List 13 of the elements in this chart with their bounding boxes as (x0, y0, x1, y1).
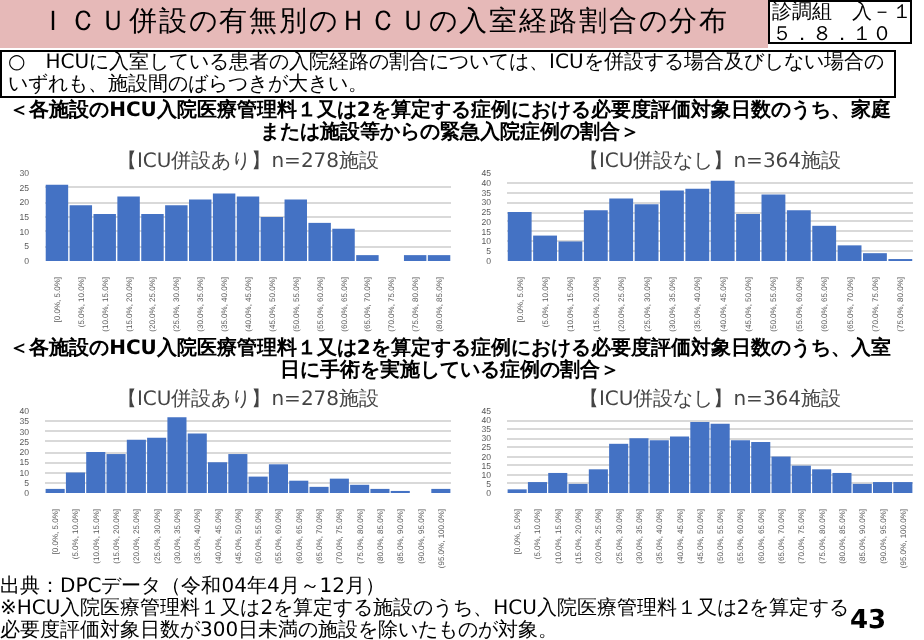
chart-title: 【ICU併設あり】n=278施設 (116, 387, 380, 411)
text: ＩＣＵ併設の有無別のＨＣＵの入室経路割合の分布 (39, 6, 729, 39)
text: ○ HCUに入室している患者の入院経路の割合については、ICUを併設する場合及びしない場合のいずれも、施設間のばらつきが大きい。 (8, 52, 886, 96)
chart-title: 【ICU併設あり】n=278施設 (116, 149, 380, 173)
chart-title: 【ICU併設なし】n=364施設 (578, 387, 842, 411)
chart-title: 【ICU併設なし】n=364施設 (578, 149, 842, 173)
chart-subtitle: ＜各施設のHCU入院医療管理料１又は2を算定する症例における必要度評価対象日数のうち、家庭または施設等からの緊急入院症例の割合＞ (7, 100, 893, 144)
chart-subtitle: ＜各施設のHCU入院医療管理料１又は2を算定する症例における必要度評価対象日数のうち、入室日に手術を実施している症例の割合＞ (7, 338, 893, 382)
text: 43 (850, 606, 887, 637)
text: ５．８．１０ (772, 24, 892, 46)
source-note: 出典：DPCデータ（令和04年4月～12月） (0, 576, 386, 598)
text: ※HCU入院医療管理料１又は2を算定する施設のうち、HCU入院医療管理料１又は2を算定する必要度評価対象日数が300日未満の施設を除いたものが対象。 (0, 598, 850, 640)
text: 診調組 入－１ (772, 2, 912, 24)
